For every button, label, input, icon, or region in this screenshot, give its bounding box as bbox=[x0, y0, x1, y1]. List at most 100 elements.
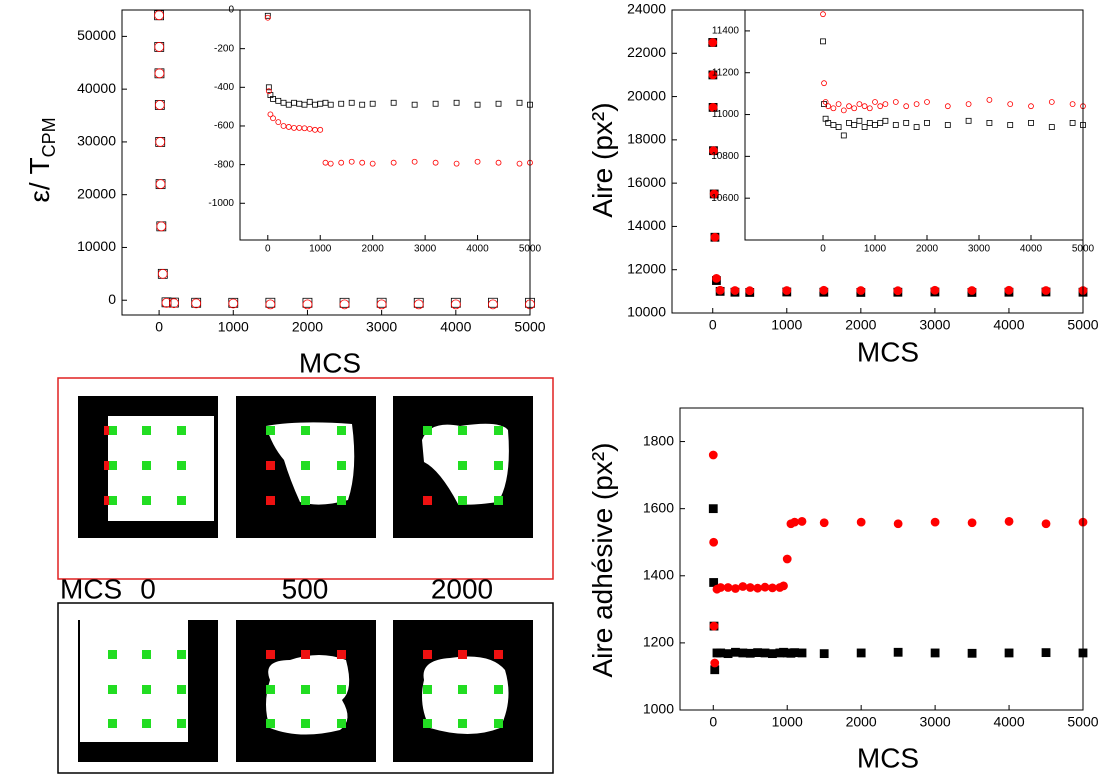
adhesion-sites bbox=[108, 650, 503, 728]
point bbox=[1004, 517, 1014, 526]
point bbox=[432, 159, 439, 166]
point bbox=[882, 101, 889, 107]
y-tick-label: 1200 bbox=[643, 634, 674, 650]
time-label: 500 bbox=[282, 573, 329, 604]
plot-frame bbox=[679, 407, 1084, 711]
point bbox=[820, 11, 826, 18]
point bbox=[369, 160, 376, 167]
point bbox=[892, 122, 899, 128]
point bbox=[474, 158, 481, 165]
x-tick-label: 5000 bbox=[514, 318, 545, 334]
x-tick-label: 2000 bbox=[845, 316, 876, 332]
x-axis-label: MCS bbox=[299, 347, 361, 378]
point bbox=[877, 103, 884, 110]
point bbox=[731, 647, 740, 657]
y-tick-label: -400 bbox=[214, 82, 234, 93]
point bbox=[338, 100, 345, 107]
point bbox=[359, 159, 366, 166]
point bbox=[1004, 648, 1014, 658]
y-tick-label: 40000 bbox=[77, 80, 116, 96]
point bbox=[797, 517, 807, 526]
point bbox=[893, 519, 903, 529]
y-tick-label: 16000 bbox=[627, 174, 666, 190]
point bbox=[819, 285, 829, 295]
inset-background bbox=[240, 10, 530, 240]
x-tick-label: 2000 bbox=[846, 713, 877, 729]
point bbox=[760, 648, 770, 658]
point bbox=[161, 297, 172, 308]
point bbox=[893, 286, 903, 296]
row-label: MCS bbox=[60, 573, 122, 604]
point bbox=[267, 111, 274, 118]
point bbox=[709, 537, 719, 547]
x-tick-label: 0 bbox=[709, 316, 717, 332]
point bbox=[338, 159, 345, 166]
point bbox=[1028, 103, 1034, 110]
free-sites bbox=[266, 650, 503, 659]
point bbox=[924, 120, 930, 126]
point bbox=[708, 102, 718, 112]
point bbox=[797, 648, 807, 658]
point bbox=[369, 100, 376, 107]
point bbox=[856, 286, 866, 295]
y-axis-label: Aire adhésive (px²) bbox=[587, 443, 618, 678]
point bbox=[967, 286, 977, 295]
point bbox=[285, 124, 292, 130]
point bbox=[760, 582, 770, 592]
point bbox=[376, 299, 387, 310]
point bbox=[708, 450, 718, 460]
y-tick-label: 20000 bbox=[627, 87, 666, 103]
point bbox=[967, 648, 977, 658]
point bbox=[745, 286, 755, 296]
point bbox=[790, 648, 800, 658]
x-tick-label: 1000 bbox=[771, 316, 802, 332]
y-tick-label: -800 bbox=[214, 159, 234, 170]
x-tick-label: 2000 bbox=[362, 244, 385, 255]
point bbox=[782, 286, 792, 295]
y-tick-label: 11000 bbox=[712, 109, 740, 120]
point bbox=[840, 107, 847, 114]
point bbox=[157, 268, 168, 279]
point bbox=[861, 124, 868, 130]
y-tick-label: 1600 bbox=[643, 499, 674, 515]
x-tick-label: 0 bbox=[155, 318, 163, 334]
point bbox=[715, 285, 725, 295]
point bbox=[710, 658, 720, 668]
point bbox=[708, 38, 718, 47]
point bbox=[302, 299, 313, 310]
y-tick-label: 10600 bbox=[711, 193, 739, 204]
point bbox=[825, 103, 832, 110]
point bbox=[944, 122, 951, 128]
point bbox=[872, 99, 878, 105]
point bbox=[154, 68, 165, 79]
point bbox=[709, 189, 719, 199]
point bbox=[892, 99, 899, 105]
y-tick-label: 0 bbox=[228, 5, 234, 16]
adhesion-sites bbox=[108, 426, 503, 505]
y-axis-label-text: ε/ T bbox=[24, 157, 55, 202]
point bbox=[790, 517, 800, 527]
point bbox=[270, 115, 276, 122]
point bbox=[154, 100, 165, 110]
point bbox=[856, 101, 863, 107]
point bbox=[745, 583, 755, 592]
x-tick-label: 2000 bbox=[292, 318, 323, 334]
x-tick-label: 2000 bbox=[916, 244, 939, 255]
x-tick-label: 4000 bbox=[993, 713, 1024, 729]
x-tick-label: 4000 bbox=[466, 244, 489, 255]
point bbox=[965, 117, 972, 124]
y-tick-label: -1000 bbox=[208, 198, 234, 209]
point bbox=[712, 273, 721, 283]
cell bbox=[80, 620, 188, 742]
y-tick-label: 10800 bbox=[711, 151, 739, 162]
point bbox=[753, 583, 763, 593]
cell bbox=[266, 655, 350, 735]
point bbox=[903, 120, 910, 126]
point bbox=[723, 583, 733, 592]
point bbox=[710, 232, 720, 242]
point bbox=[768, 649, 777, 659]
point bbox=[317, 126, 324, 133]
point bbox=[411, 158, 418, 165]
x-tick-label: 1000 bbox=[309, 244, 332, 255]
